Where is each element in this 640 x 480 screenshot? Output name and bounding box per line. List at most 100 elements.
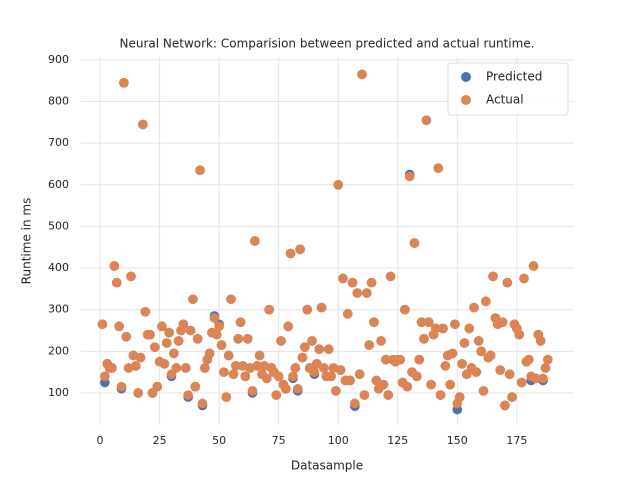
point — [364, 340, 374, 350]
point — [107, 363, 117, 373]
point — [121, 331, 132, 342]
point — [371, 375, 382, 386]
point — [438, 323, 448, 334]
point — [416, 317, 427, 327]
point — [173, 336, 184, 346]
y-axis-label: Runtime in ms — [20, 198, 34, 285]
y-tick-label: 700 — [48, 136, 69, 149]
point — [250, 236, 260, 246]
point — [204, 348, 215, 359]
point — [226, 294, 236, 305]
point — [297, 352, 308, 363]
point — [169, 348, 179, 359]
point — [350, 398, 360, 409]
point — [412, 371, 422, 382]
point — [221, 392, 232, 402]
point — [264, 304, 274, 315]
point — [523, 354, 534, 365]
x-tick-label: 75 — [272, 434, 286, 447]
point — [535, 336, 546, 346]
point — [540, 363, 551, 373]
point — [414, 354, 424, 365]
point — [97, 319, 108, 330]
point — [273, 371, 284, 382]
point — [331, 386, 341, 396]
point — [164, 327, 174, 338]
point — [366, 277, 377, 288]
point — [140, 306, 151, 317]
point — [476, 346, 486, 357]
point — [409, 238, 420, 248]
point — [252, 361, 263, 371]
point — [326, 371, 336, 382]
point — [235, 317, 246, 327]
point — [381, 354, 391, 365]
point — [138, 119, 148, 130]
point — [190, 381, 201, 392]
point — [133, 388, 143, 398]
y-tick-label: 100 — [48, 386, 69, 399]
point — [109, 261, 120, 271]
series — [97, 69, 553, 411]
y-tick-label: 200 — [48, 344, 69, 357]
point — [347, 277, 358, 288]
point — [216, 340, 227, 350]
point — [335, 365, 346, 375]
point — [352, 288, 363, 298]
point — [514, 329, 525, 340]
point — [369, 317, 379, 327]
point — [285, 248, 296, 259]
point — [454, 392, 465, 402]
point — [119, 78, 129, 88]
point — [319, 363, 329, 373]
point — [378, 379, 389, 390]
point — [135, 352, 146, 363]
point — [292, 383, 303, 394]
point — [359, 390, 370, 400]
x-tick-label: 150 — [447, 434, 468, 447]
legend-marker — [461, 95, 471, 105]
point — [323, 344, 334, 355]
point — [361, 288, 372, 298]
point — [419, 334, 429, 344]
point — [290, 363, 301, 373]
point — [197, 398, 208, 409]
point — [402, 381, 413, 392]
y-tick-label: 800 — [48, 95, 69, 108]
point — [178, 319, 189, 330]
point — [457, 359, 467, 369]
point — [502, 277, 513, 288]
x-tick-label: 0 — [97, 434, 104, 447]
point — [445, 379, 455, 390]
point — [180, 363, 191, 373]
point — [404, 171, 415, 182]
y-tick-label: 900 — [48, 53, 69, 66]
x-tick-label: 125 — [387, 434, 408, 447]
point — [316, 302, 327, 313]
point — [240, 371, 251, 382]
point — [345, 375, 355, 386]
point — [233, 334, 243, 344]
point — [459, 338, 470, 348]
point — [150, 342, 160, 352]
point — [395, 354, 405, 365]
point — [314, 344, 324, 355]
point — [478, 386, 489, 396]
point — [228, 369, 239, 380]
point — [376, 336, 386, 346]
x-axis-label: Datasample — [291, 459, 363, 473]
point — [302, 304, 313, 315]
point — [261, 373, 272, 384]
point — [145, 329, 155, 340]
point — [338, 273, 348, 284]
point — [383, 390, 394, 400]
point — [531, 373, 541, 384]
point — [504, 369, 515, 380]
point — [440, 361, 451, 371]
point — [495, 365, 505, 375]
point — [295, 244, 305, 255]
point — [433, 163, 444, 173]
x-tick-label: 175 — [506, 434, 527, 447]
y-tick-label: 500 — [48, 219, 69, 232]
legend-box — [447, 62, 569, 116]
